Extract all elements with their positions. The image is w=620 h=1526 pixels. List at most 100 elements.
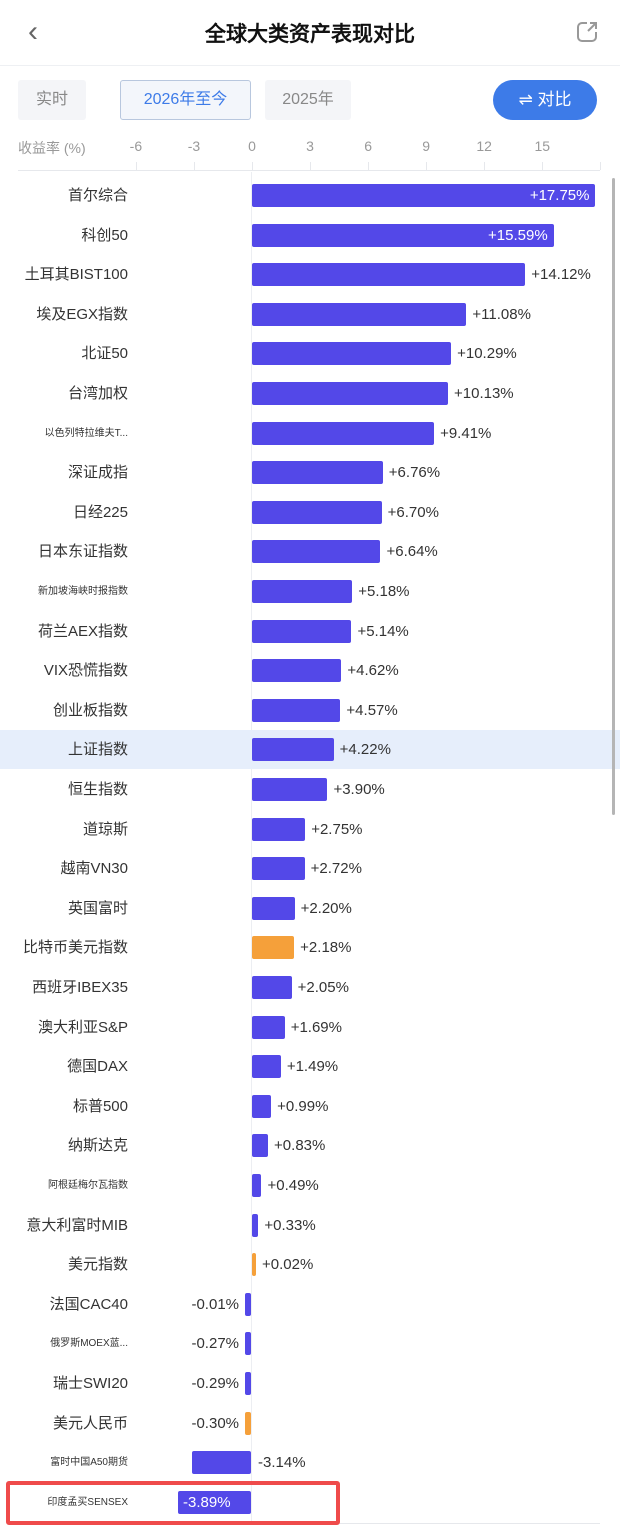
tab-realtime[interactable]: 实时 bbox=[18, 80, 86, 120]
x-tick-label: 9 bbox=[422, 138, 431, 154]
bar-row[interactable]: 富时中国A50期货 -3.14% bbox=[0, 1443, 620, 1482]
bar-value-label: +0.99% bbox=[277, 1097, 329, 1115]
bar-category-label: 北证50 bbox=[81, 345, 128, 363]
bar-row[interactable]: 创业板指数 +4.57% bbox=[0, 691, 620, 730]
compare-button[interactable]: ⇌ 对比 bbox=[493, 80, 597, 120]
bar-value-label: +2.75% bbox=[311, 820, 363, 838]
bar-row[interactable]: 西班牙IBEX35 +2.05% bbox=[0, 968, 620, 1007]
x-tick-label: -6 bbox=[129, 138, 143, 154]
bar[interactable] bbox=[252, 302, 467, 326]
bar-row[interactable]: 英国富时 +2.20% bbox=[0, 889, 620, 928]
bar-row[interactable]: 科创50 +15.59% bbox=[0, 216, 620, 255]
bar[interactable] bbox=[252, 1253, 256, 1277]
bar[interactable] bbox=[245, 1411, 251, 1435]
bar-row[interactable]: 俄罗斯MOEX蓝... -0.27% bbox=[0, 1324, 620, 1363]
bar[interactable] bbox=[252, 738, 334, 762]
bar[interactable] bbox=[252, 263, 526, 287]
bar-row[interactable]: 埃及EGX指数 +11.08% bbox=[0, 295, 620, 334]
bar-row[interactable]: 日经225 +6.70% bbox=[0, 493, 620, 532]
bar-value-label: +0.33% bbox=[264, 1216, 316, 1234]
bar-row[interactable]: 纳斯达克 +0.83% bbox=[0, 1126, 620, 1165]
bar-value-label: +5.18% bbox=[358, 583, 410, 600]
bar-row[interactable]: 北证50 +10.29% bbox=[0, 334, 620, 373]
bar[interactable] bbox=[178, 1490, 251, 1514]
x-tick-label: 3 bbox=[306, 138, 314, 154]
bar[interactable] bbox=[252, 1174, 262, 1197]
bar-row[interactable]: 法国CAC40 -0.01% bbox=[0, 1285, 620, 1324]
bar[interactable] bbox=[252, 896, 295, 920]
bar-category-label: 比特币美元指数 bbox=[22, 939, 128, 957]
bar[interactable] bbox=[252, 976, 292, 999]
bar[interactable] bbox=[252, 184, 596, 207]
bar-row[interactable]: 首尔综合 +17.75% bbox=[0, 176, 620, 215]
bar[interactable] bbox=[245, 1292, 251, 1316]
bar-row[interactable]: 以色列特拉维夫T... +9.41% bbox=[0, 414, 620, 453]
bar[interactable] bbox=[252, 659, 342, 683]
bar-value-label: +0.02% bbox=[262, 1256, 314, 1274]
bar-row[interactable]: VIX恐慌指数 +4.62% bbox=[0, 651, 620, 690]
bar-category-label: 新加坡海峡时报指数 bbox=[38, 586, 128, 597]
bar[interactable] bbox=[252, 1134, 269, 1158]
bar[interactable] bbox=[252, 540, 381, 564]
bar-row[interactable]: 深证成指 +6.76% bbox=[0, 453, 620, 492]
bar-row[interactable]: 越南VN30 +2.72% bbox=[0, 849, 620, 888]
bar[interactable] bbox=[252, 936, 295, 960]
bar-row[interactable]: 台湾加权 +10.13% bbox=[0, 374, 620, 413]
bar[interactable] bbox=[245, 1372, 251, 1395]
bar[interactable] bbox=[252, 1213, 259, 1237]
bar[interactable] bbox=[252, 778, 328, 801]
bar[interactable] bbox=[252, 1055, 281, 1079]
bar[interactable] bbox=[252, 619, 352, 643]
bar-row[interactable]: 印度孟买SENSEX -3.89% bbox=[0, 1483, 620, 1522]
bar[interactable] bbox=[252, 1015, 285, 1039]
bar-row[interactable]: 意大利富时MIB +0.33% bbox=[0, 1206, 620, 1245]
bar-row[interactable]: 上证指数 +4.22% bbox=[0, 730, 620, 770]
bar[interactable] bbox=[252, 421, 435, 445]
bar[interactable] bbox=[252, 461, 383, 485]
bar-category-label: 德国DAX bbox=[67, 1058, 128, 1076]
tab-2026-ytd[interactable]: 2026年至今 bbox=[120, 80, 251, 120]
bar-category-label: 阿根廷梅尔瓦指数 bbox=[48, 1180, 128, 1191]
bar-row[interactable]: 阿根廷梅尔瓦指数 +0.49% bbox=[0, 1166, 620, 1205]
bar-category-label: 台湾加权 bbox=[67, 385, 128, 402]
bar-value-label: +2.05% bbox=[297, 979, 349, 996]
bar-category-label: 荷兰AEX指数 bbox=[37, 622, 128, 640]
bar-row[interactable]: 新加坡海峡时报指数 +5.18% bbox=[0, 572, 620, 611]
bar-row[interactable]: 土耳其BIST100 +14.12% bbox=[0, 255, 620, 294]
x-tick-label: 15 bbox=[534, 138, 551, 154]
bar[interactable] bbox=[252, 342, 452, 366]
bar[interactable] bbox=[252, 223, 554, 247]
bar-row[interactable]: 恒生指数 +3.90% bbox=[0, 770, 620, 809]
bar-category-label: 道琼斯 bbox=[82, 820, 128, 838]
bar-row[interactable]: 比特币美元指数 +2.18% bbox=[0, 928, 620, 967]
bar[interactable] bbox=[252, 817, 306, 841]
bar[interactable] bbox=[252, 500, 382, 524]
x-tick bbox=[252, 162, 253, 170]
bar-category-label: 创业板指数 bbox=[52, 701, 128, 719]
bar-value-label: +4.62% bbox=[347, 662, 399, 680]
bar-row[interactable]: 德国DAX +1.49% bbox=[0, 1047, 620, 1086]
tab-2025[interactable]: 2025年 bbox=[265, 80, 351, 120]
bar[interactable] bbox=[252, 857, 305, 881]
bar-value-label: +4.22% bbox=[339, 741, 391, 759]
bar-row[interactable]: 瑞士SWI20 -0.29% bbox=[0, 1364, 620, 1403]
bar-row[interactable]: 日本东证指数 +6.64% bbox=[0, 532, 620, 571]
bar[interactable] bbox=[252, 580, 353, 603]
x-tick-label: -3 bbox=[187, 138, 201, 154]
bar[interactable] bbox=[192, 1451, 251, 1475]
back-icon[interactable]: ‹ bbox=[28, 15, 38, 48]
bar-row[interactable]: 美元指数 +0.02% bbox=[0, 1245, 620, 1284]
bar-row[interactable]: 美元人民币 -0.30% bbox=[0, 1404, 620, 1443]
bar-row[interactable]: 荷兰AEX指数 +5.14% bbox=[0, 612, 620, 651]
bar-row[interactable]: 标普500 +0.99% bbox=[0, 1087, 620, 1126]
bar-row[interactable]: 道琼斯 +2.75% bbox=[0, 810, 620, 849]
bar[interactable] bbox=[252, 698, 341, 722]
bar-value-label: +2.18% bbox=[300, 939, 352, 957]
bar[interactable] bbox=[245, 1332, 251, 1356]
bar-row[interactable]: 澳大利亚S&P +1.69% bbox=[0, 1008, 620, 1047]
bar[interactable] bbox=[252, 382, 448, 405]
scrollbar[interactable] bbox=[612, 178, 615, 815]
x-tick bbox=[135, 162, 137, 170]
bar[interactable] bbox=[252, 1094, 272, 1118]
bar-category-label: 标普500 bbox=[72, 1097, 128, 1115]
